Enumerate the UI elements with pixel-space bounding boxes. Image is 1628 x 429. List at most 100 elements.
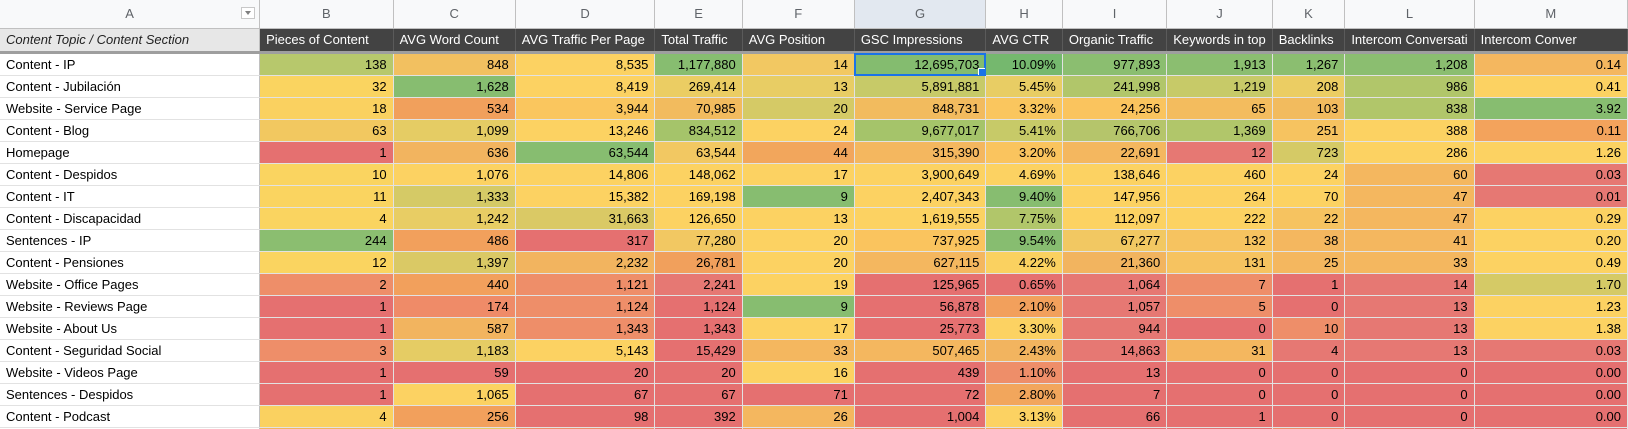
data-cell[interactable]: 0.41 [1474,75,1628,98]
data-cell[interactable]: 0.29 [1474,207,1628,230]
data-cell[interactable]: 103 [1272,97,1346,120]
data-cell[interactable]: 439 [854,361,987,384]
header-cell[interactable]: Intercom Conver [1474,28,1628,54]
column-header-b[interactable]: B [259,0,394,29]
data-cell[interactable]: 2,232 [515,251,656,274]
data-cell[interactable]: 3.92 [1474,97,1628,120]
data-cell[interactable]: 71 [742,383,855,406]
row-label-cell[interactable]: Website - Service Page [0,97,261,120]
data-cell[interactable]: 33 [742,339,855,362]
data-cell[interactable]: 38 [1272,229,1346,252]
data-cell[interactable]: 1.38 [1474,317,1628,340]
data-cell[interactable]: 0.01 [1474,185,1628,208]
data-cell[interactable]: 1,397 [393,251,516,274]
column-header-c[interactable]: C [393,0,516,29]
data-cell[interactable]: 0 [1344,361,1475,384]
data-cell[interactable]: 13 [742,207,855,230]
data-cell[interactable]: 21,360 [1062,251,1168,274]
data-cell[interactable]: 3,900,649 [854,163,987,186]
data-cell[interactable]: 3 [259,339,394,362]
data-cell[interactable]: 402 [515,427,656,429]
column-header-h[interactable]: H [985,0,1063,29]
data-cell[interactable]: 169,198 [654,185,743,208]
data-cell[interactable]: 4.22% [985,251,1063,274]
row-label-cell[interactable]: Sentences - Despidos [0,383,261,406]
data-cell[interactable]: 67 [654,383,743,406]
data-cell[interactable]: 0.11 [1474,119,1628,142]
header-cell[interactable]: Content Topic / Content Section [0,28,261,54]
row-label-cell[interactable]: Content - Discapacidad [0,207,261,230]
data-cell[interactable]: 5.41% [985,119,1063,142]
data-cell[interactable]: 65 [1166,97,1273,120]
data-cell[interactable]: 723 [1272,141,1346,164]
data-cell[interactable]: 1,065 [393,383,516,406]
data-cell[interactable]: 63,544 [515,141,656,164]
row-label-cell[interactable]: Website - About Us [0,317,261,340]
data-cell[interactable]: 3,944 [515,97,656,120]
data-cell[interactable]: 70,985 [654,97,743,120]
data-cell[interactable]: 1,619,555 [854,207,987,230]
data-cell[interactable]: 20 [742,97,855,120]
data-cell[interactable]: 1,242 [393,207,516,230]
data-cell[interactable]: 1 [259,317,394,340]
data-cell[interactable]: 22,691 [1062,141,1168,164]
row-label-cell[interactable]: Content - Podcast [0,405,261,428]
data-cell[interactable]: 14,806 [515,163,656,186]
data-cell[interactable]: 20 [654,361,743,384]
data-cell[interactable]: 2.80% [985,383,1063,406]
row-label-cell[interactable]: Content - Autónomos [0,427,261,429]
data-cell[interactable]: 10 [1272,317,1346,340]
data-cell[interactable]: 33 [1344,251,1475,274]
header-cell[interactable]: Keywords in top [1166,28,1273,54]
data-cell[interactable]: 126,650 [654,207,743,230]
data-cell[interactable]: 15,429 [654,339,743,362]
data-cell[interactable]: 148,062 [654,163,743,186]
data-cell[interactable]: 4 [259,207,394,230]
header-cell[interactable]: AVG Word Count [393,28,516,54]
data-cell[interactable]: 4.69% [985,163,1063,186]
data-cell[interactable]: 5,143 [515,339,656,362]
data-cell[interactable]: 33,507 [854,427,987,429]
column-header-g[interactable]: G [854,0,987,29]
data-cell[interactable]: 77,280 [654,229,743,252]
data-cell[interactable]: 12 [259,251,394,274]
data-cell[interactable]: 18 [259,97,394,120]
data-cell[interactable]: 1,099 [393,119,516,142]
data-cell[interactable]: 9,677,017 [854,119,987,142]
data-cell[interactable]: 15,382 [515,185,656,208]
row-label-cell[interactable]: Website - Reviews Page [0,295,261,318]
data-cell[interactable]: 286 [1344,141,1475,164]
data-cell[interactable]: 986 [1344,75,1475,98]
data-cell[interactable]: 838 [1344,97,1475,120]
data-cell[interactable]: 8,419 [515,75,656,98]
data-cell[interactable]: 534 [393,97,516,120]
data-cell[interactable]: 131 [1166,251,1273,274]
data-cell[interactable]: 44 [742,141,855,164]
data-cell[interactable]: 67 [515,383,656,406]
data-cell[interactable]: 13,246 [515,119,656,142]
data-cell[interactable]: 3.32% [985,97,1063,120]
data-cell[interactable]: 10.09% [985,52,1063,76]
data-cell[interactable]: 0.49 [1474,251,1628,274]
data-cell[interactable]: 26 [742,405,855,428]
data-cell[interactable]: 8,535 [515,52,656,76]
row-label-cell[interactable]: Sentences - IP [0,229,261,252]
data-cell[interactable]: 0.65% [985,273,1063,296]
data-cell[interactable]: 0 [1166,383,1273,406]
column-header-i[interactable]: I [1062,0,1168,29]
data-cell[interactable]: 486 [393,229,516,252]
data-cell[interactable]: 0 [1166,361,1273,384]
data-cell[interactable]: 1.63% [985,427,1063,429]
data-cell[interactable]: 7 [1166,273,1273,296]
data-cell[interactable]: 848 [393,52,516,76]
row-label-cell[interactable]: Content - Seguridad Social [0,339,261,362]
data-cell[interactable]: 4 [1272,339,1346,362]
data-cell[interactable]: 3.20% [985,141,1063,164]
data-cell[interactable]: 0.00 [1474,427,1628,429]
data-cell[interactable]: 2 [259,273,394,296]
data-cell[interactable]: 67,277 [1062,229,1168,252]
data-cell[interactable]: 20 [515,361,656,384]
data-cell[interactable]: 24,256 [1062,97,1168,120]
data-cell[interactable]: 222 [1166,207,1273,230]
